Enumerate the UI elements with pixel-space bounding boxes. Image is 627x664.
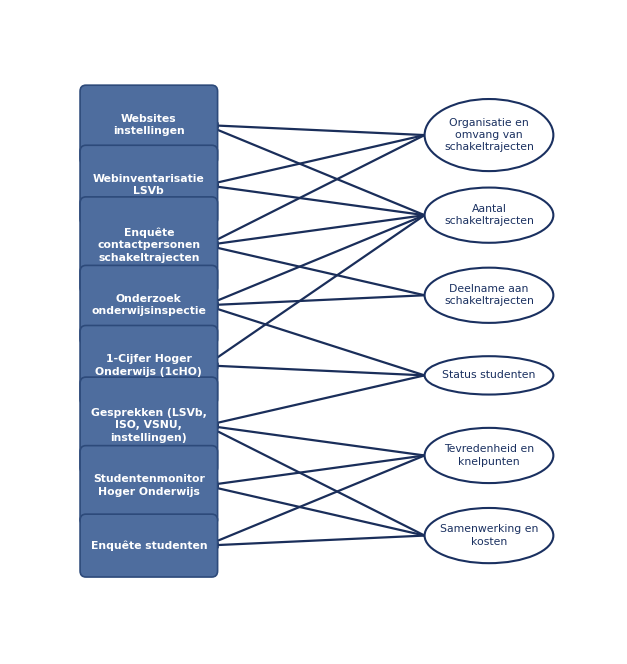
Text: Onderzoek
onderwijsinspectie: Onderzoek onderwijsinspectie [92, 294, 206, 317]
Ellipse shape [424, 268, 554, 323]
Text: Samenwerking en
kosten: Samenwerking en kosten [440, 525, 538, 546]
FancyBboxPatch shape [80, 197, 218, 293]
Text: Deelname aan
schakeltrajecten: Deelname aan schakeltrajecten [444, 284, 534, 307]
FancyBboxPatch shape [80, 446, 218, 525]
FancyBboxPatch shape [80, 514, 218, 577]
Text: Websites
instellingen: Websites instellingen [113, 114, 185, 136]
FancyBboxPatch shape [80, 85, 218, 165]
Ellipse shape [424, 508, 554, 563]
Ellipse shape [424, 428, 554, 483]
Text: Status studenten: Status studenten [442, 371, 535, 380]
Ellipse shape [424, 356, 554, 394]
FancyBboxPatch shape [80, 266, 218, 345]
Text: Gesprekken (LSVb,
ISO, VSNU,
instellingen): Gesprekken (LSVb, ISO, VSNU, instellinge… [91, 408, 207, 443]
Text: Enquête
contactpersonen
schakeltrajecten: Enquête contactpersonen schakeltrajecten [97, 228, 201, 263]
Text: Aantal
schakeltrajecten: Aantal schakeltrajecten [444, 204, 534, 226]
Text: Organisatie en
omvang van
schakeltrajecten: Organisatie en omvang van schakeltraject… [444, 118, 534, 153]
FancyBboxPatch shape [80, 145, 218, 225]
Text: Studentenmonitor
Hoger Onderwijs: Studentenmonitor Hoger Onderwijs [93, 474, 205, 497]
Text: Tevredenheid en
knelpunten: Tevredenheid en knelpunten [444, 444, 534, 467]
FancyBboxPatch shape [80, 377, 218, 473]
Ellipse shape [424, 187, 554, 243]
Text: Webinventarisatie
LSVb: Webinventarisatie LSVb [93, 174, 204, 197]
Text: 1-Cijfer Hoger
Onderwijs (1cHO): 1-Cijfer Hoger Onderwijs (1cHO) [95, 354, 203, 376]
Ellipse shape [424, 99, 554, 171]
FancyBboxPatch shape [80, 325, 218, 405]
Text: Enquête studenten: Enquête studenten [90, 540, 207, 551]
